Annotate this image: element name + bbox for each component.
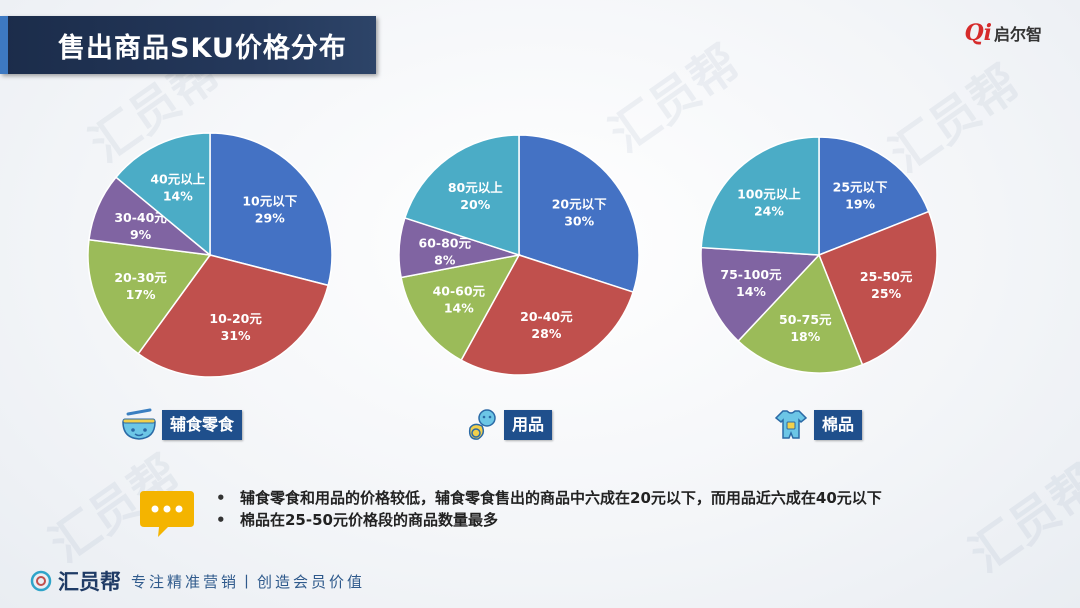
pie-slice (518, 134, 640, 294)
baby-clothes-icon (774, 410, 808, 439)
pie-slice (114, 132, 211, 257)
pie-chart-1: 10元以下 29% 10-20元 31% 20-30元 17% 30-40元 9% 40元以上 1… (87, 132, 333, 378)
slice-value-label: 17% (126, 287, 156, 302)
pie-slice (400, 253, 521, 362)
note-text: 辅食零食和用品的价格较低，辅食零食售出的商品中六成在20元以下，而用品近六成在4… (240, 489, 882, 507)
slice-value-label: 14% (163, 189, 193, 204)
slice-value-label: 20% (460, 197, 490, 212)
note-item: • 棉品在25-50元价格段的商品数量最多 (216, 509, 1080, 531)
slice-value-label: 19% (845, 196, 875, 211)
brand-name: 启尔智 (993, 25, 1042, 44)
pie-chart-2: 20元以下 30% 20-40元 28% 40-60元 14% 60-80元 8% 80元以上 2… (398, 134, 640, 376)
pie-slice (403, 134, 520, 257)
pie-slice (700, 136, 820, 256)
swirl-logo-icon (30, 570, 52, 592)
footer-logo: 汇员帮 (58, 570, 121, 594)
note-item: • 辅食零食和用品的价格较低，辅食零食售出的商品中六成在20元以下，而用品近六成在… (216, 487, 1080, 509)
pacifier-icon (468, 409, 496, 440)
chat-bubble-icon (140, 491, 194, 537)
slice-value-label: 9% (130, 227, 152, 242)
pie-slice (818, 210, 938, 366)
category-food-label: 辅食零食 (162, 410, 243, 440)
slice-label: 10-20元 (209, 311, 262, 326)
slice-value-label: 30% (564, 213, 594, 228)
title-bar: 售出商品SKU价格分布 (0, 16, 376, 74)
slice-label: 25元以下 (833, 179, 888, 194)
slice-value-label: 14% (736, 284, 766, 299)
page-title: 售出商品SKU价格分布 (58, 33, 347, 64)
slice-label: 20-30元 (114, 270, 167, 285)
slice-label: 50-75元 (779, 312, 832, 327)
slice-label: 20元以下 (552, 196, 607, 211)
slice-value-label: 18% (790, 329, 820, 344)
brand-logo: Qi 启尔智 (964, 18, 1042, 48)
pie-slice (737, 253, 864, 374)
footer: 汇员帮 专注精准营销丨创造会员价值 (30, 566, 365, 596)
slice-value-label: 8% (434, 252, 456, 267)
category-food: 辅食零食 (120, 408, 243, 440)
slice-value-label: 29% (255, 211, 285, 226)
pie-slice (209, 132, 333, 287)
slice-label: 100元以上 (737, 187, 801, 202)
slice-value-label: 28% (531, 326, 561, 341)
bullet: • (216, 511, 226, 529)
slice-label: 80元以上 (448, 180, 503, 195)
category-cotton-label: 棉品 (814, 410, 863, 440)
category-cotton: 棉品 (772, 410, 863, 440)
bullet: • (216, 489, 226, 507)
slice-value-label: 14% (444, 301, 474, 316)
slice-label: 10元以下 (242, 194, 297, 209)
brand-mark: Qi (964, 20, 992, 46)
notes-list: • 辅食零食和用品的价格较低，辅食零食售出的商品中六成在20元以下，而用品近六成在… (216, 487, 1080, 531)
slice-label: 40元以上 (150, 172, 205, 187)
slice-label: 40-60元 (433, 284, 486, 299)
slice-label: 30-40元 (114, 210, 167, 225)
pie-slice (137, 254, 330, 378)
pie-slice (460, 254, 635, 376)
category-supplies-label: 用品 (504, 410, 553, 440)
pie-slice (818, 136, 930, 257)
pie-chart-3: 25元以下 19% 25-50元 25% 50-75元 18% 75-100元 14% 100元… (700, 136, 938, 374)
footer-slogan: 专注精准营销丨创造会员价值 (131, 572, 366, 591)
pie-slice (87, 238, 212, 355)
bowl-icon (122, 408, 156, 440)
slice-label: 25-50元 (860, 269, 913, 284)
category-supplies: 用品 (462, 409, 553, 440)
slice-value-label: 31% (221, 328, 251, 343)
slice-label: 20-40元 (520, 309, 573, 324)
title-accent (0, 16, 8, 74)
slice-label: 60-80元 (419, 235, 472, 250)
note-text: 棉品在25-50元价格段的商品数量最多 (240, 511, 498, 529)
pie-slice (700, 246, 821, 343)
slice-value-label: 24% (754, 204, 784, 219)
slice-value-label: 25% (871, 286, 901, 301)
slice-label: 75-100元 (720, 267, 782, 282)
